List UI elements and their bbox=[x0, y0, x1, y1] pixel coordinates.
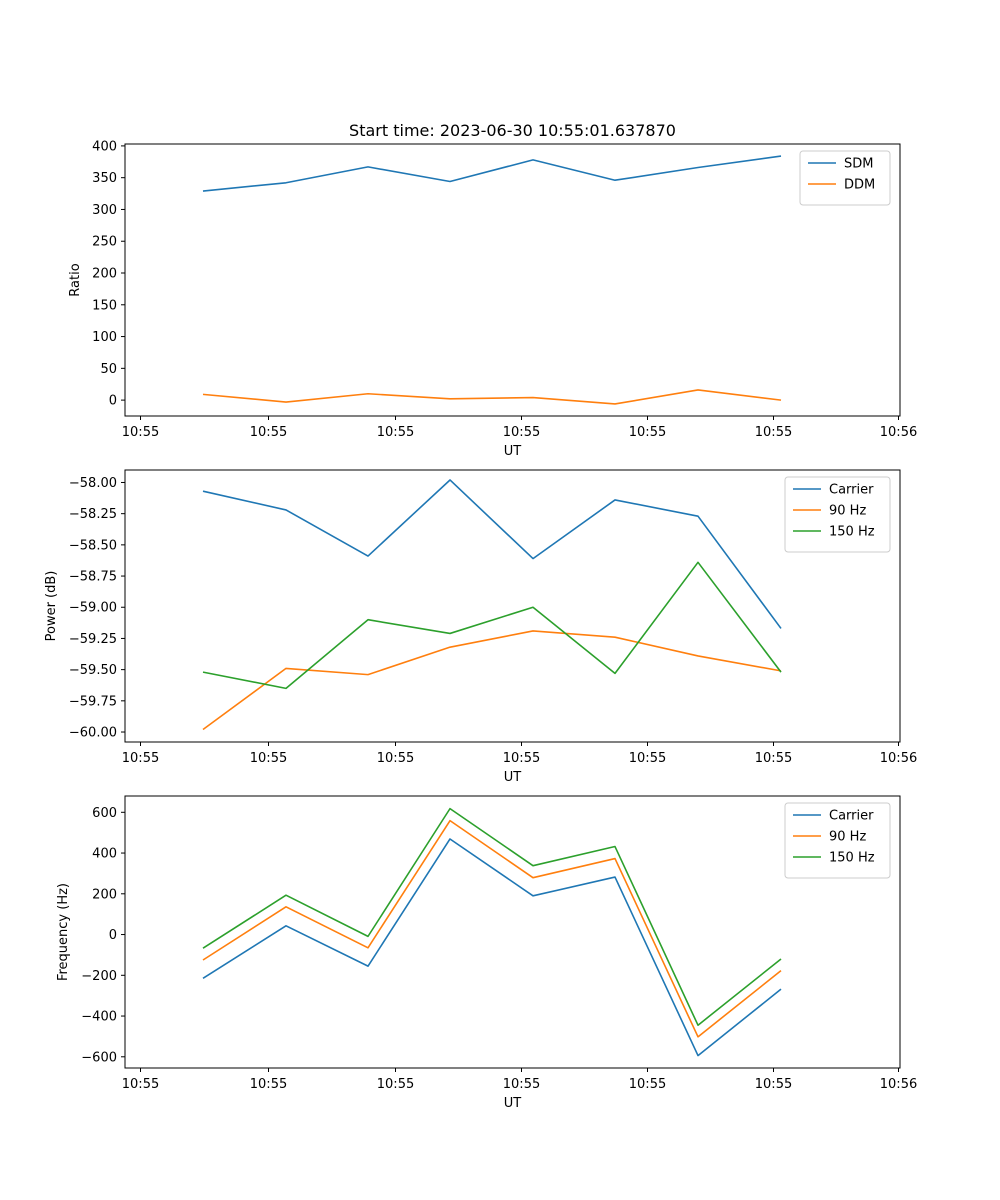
y-tick-label: 50 bbox=[100, 362, 117, 377]
x-tick-label: 10:55 bbox=[122, 1077, 159, 1092]
y-tick-label: 100 bbox=[92, 330, 117, 345]
y-axis-label: Frequency (Hz) bbox=[56, 883, 71, 981]
y-tick-label: 250 bbox=[92, 235, 117, 250]
y-tick-label: −60.00 bbox=[69, 726, 117, 741]
plots: 10:55 10:55 10:55 10:55 10:55 10:55 10:56 UT 0 50… bbox=[44, 139, 917, 1111]
x-tick-label: 10:55 bbox=[250, 1077, 287, 1092]
x-tick-label: 10:55 bbox=[503, 751, 540, 766]
x-axis-label: UT bbox=[504, 770, 522, 785]
legend-label: 150 Hz bbox=[829, 525, 875, 540]
axes-frame bbox=[124, 795, 901, 1069]
y-tick-label: −200 bbox=[81, 969, 117, 984]
y-tick-label: −600 bbox=[81, 1050, 117, 1065]
series-line-sdm bbox=[202, 155, 782, 192]
x-tick-label: 10:55 bbox=[377, 751, 414, 766]
legend: SDM DDM bbox=[799, 150, 891, 206]
x-tick-label: 10:55 bbox=[250, 425, 287, 440]
x-tick-label: 10:56 bbox=[880, 1077, 917, 1092]
legend-label: DDM bbox=[844, 178, 875, 193]
x-axis-label: UT bbox=[504, 1096, 522, 1111]
subplot-3: 10:55 10:55 10:55 10:55 10:55 10:55 10:56 UT −60… bbox=[56, 795, 917, 1111]
series-line-90-hz bbox=[202, 819, 782, 1038]
y-tick-label: −58.25 bbox=[69, 507, 117, 522]
y-tick-label: −400 bbox=[81, 1010, 117, 1025]
x-tick-label: 10:55 bbox=[629, 751, 666, 766]
x-tick-label: 10:55 bbox=[755, 425, 792, 440]
x-tick-label: 10:55 bbox=[377, 1077, 414, 1092]
legend: Carrier 90 Hz 150 Hz bbox=[784, 476, 891, 553]
axes-frame bbox=[124, 469, 901, 743]
x-tick-label: 10:56 bbox=[880, 751, 917, 766]
series-line-carrier bbox=[202, 479, 782, 629]
y-tick-label: −59.50 bbox=[69, 663, 117, 678]
y-tick-label: 0 bbox=[109, 394, 117, 409]
legend-label: Carrier bbox=[829, 483, 874, 498]
subplot-1: 10:55 10:55 10:55 10:55 10:55 10:55 10:56 UT 0 50… bbox=[68, 139, 917, 459]
x-tick-label: 10:55 bbox=[503, 425, 540, 440]
y-tick-label: 400 bbox=[92, 139, 117, 154]
x-tick-label: 10:55 bbox=[755, 1077, 792, 1092]
figure-title: Start time: 2023-06-30 10:55:01.637870 bbox=[349, 121, 676, 140]
legend-box bbox=[784, 802, 891, 879]
y-tick-label: 200 bbox=[92, 267, 117, 282]
x-tick-label: 10:55 bbox=[122, 425, 159, 440]
legend-label: 150 Hz bbox=[829, 851, 875, 866]
series-line-150-hz bbox=[202, 807, 782, 1027]
y-tick-label: 200 bbox=[92, 887, 117, 902]
x-tick-label: 10:55 bbox=[629, 1077, 666, 1092]
legend-box bbox=[799, 150, 891, 206]
y-tick-label: −58.50 bbox=[69, 538, 117, 553]
legend-box bbox=[784, 476, 891, 553]
series-line-carrier bbox=[202, 838, 782, 1057]
y-tick-label: −59.25 bbox=[69, 632, 117, 647]
x-tick-label: 10:55 bbox=[377, 425, 414, 440]
y-axis-label: Power (dB) bbox=[44, 571, 59, 642]
y-tick-label: 0 bbox=[109, 928, 117, 943]
y-tick-label: 300 bbox=[92, 203, 117, 218]
series-line-150-hz bbox=[202, 561, 782, 690]
x-tick-label: 10:55 bbox=[755, 751, 792, 766]
y-tick-label: −59.75 bbox=[69, 694, 117, 709]
x-axis-label: UT bbox=[504, 444, 522, 459]
series-line-ddm bbox=[202, 389, 782, 405]
y-tick-label: −58.00 bbox=[69, 476, 117, 491]
y-tick-label: 350 bbox=[92, 171, 117, 186]
axes-frame bbox=[124, 143, 901, 417]
series-line-90-hz bbox=[202, 630, 782, 731]
y-tick-label: 400 bbox=[92, 847, 117, 862]
x-tick-label: 10:55 bbox=[503, 1077, 540, 1092]
y-tick-label: −58.75 bbox=[69, 570, 117, 585]
legend-label: SDM bbox=[844, 157, 873, 172]
legend-label: Carrier bbox=[829, 809, 874, 824]
legend: Carrier 90 Hz 150 Hz bbox=[784, 802, 891, 879]
subplot-2: 10:55 10:55 10:55 10:55 10:55 10:55 10:56 UT −60… bbox=[44, 469, 917, 785]
y-axis-label: Ratio bbox=[68, 263, 83, 296]
x-tick-label: 10:55 bbox=[250, 751, 287, 766]
legend-label: 90 Hz bbox=[829, 830, 866, 845]
x-tick-label: 10:55 bbox=[122, 751, 159, 766]
y-tick-label: 150 bbox=[92, 298, 117, 313]
x-tick-label: 10:56 bbox=[880, 425, 917, 440]
x-tick-label: 10:55 bbox=[629, 425, 666, 440]
y-tick-label: −59.00 bbox=[69, 601, 117, 616]
y-tick-label: 600 bbox=[92, 806, 117, 821]
legend-label: 90 Hz bbox=[829, 504, 866, 519]
